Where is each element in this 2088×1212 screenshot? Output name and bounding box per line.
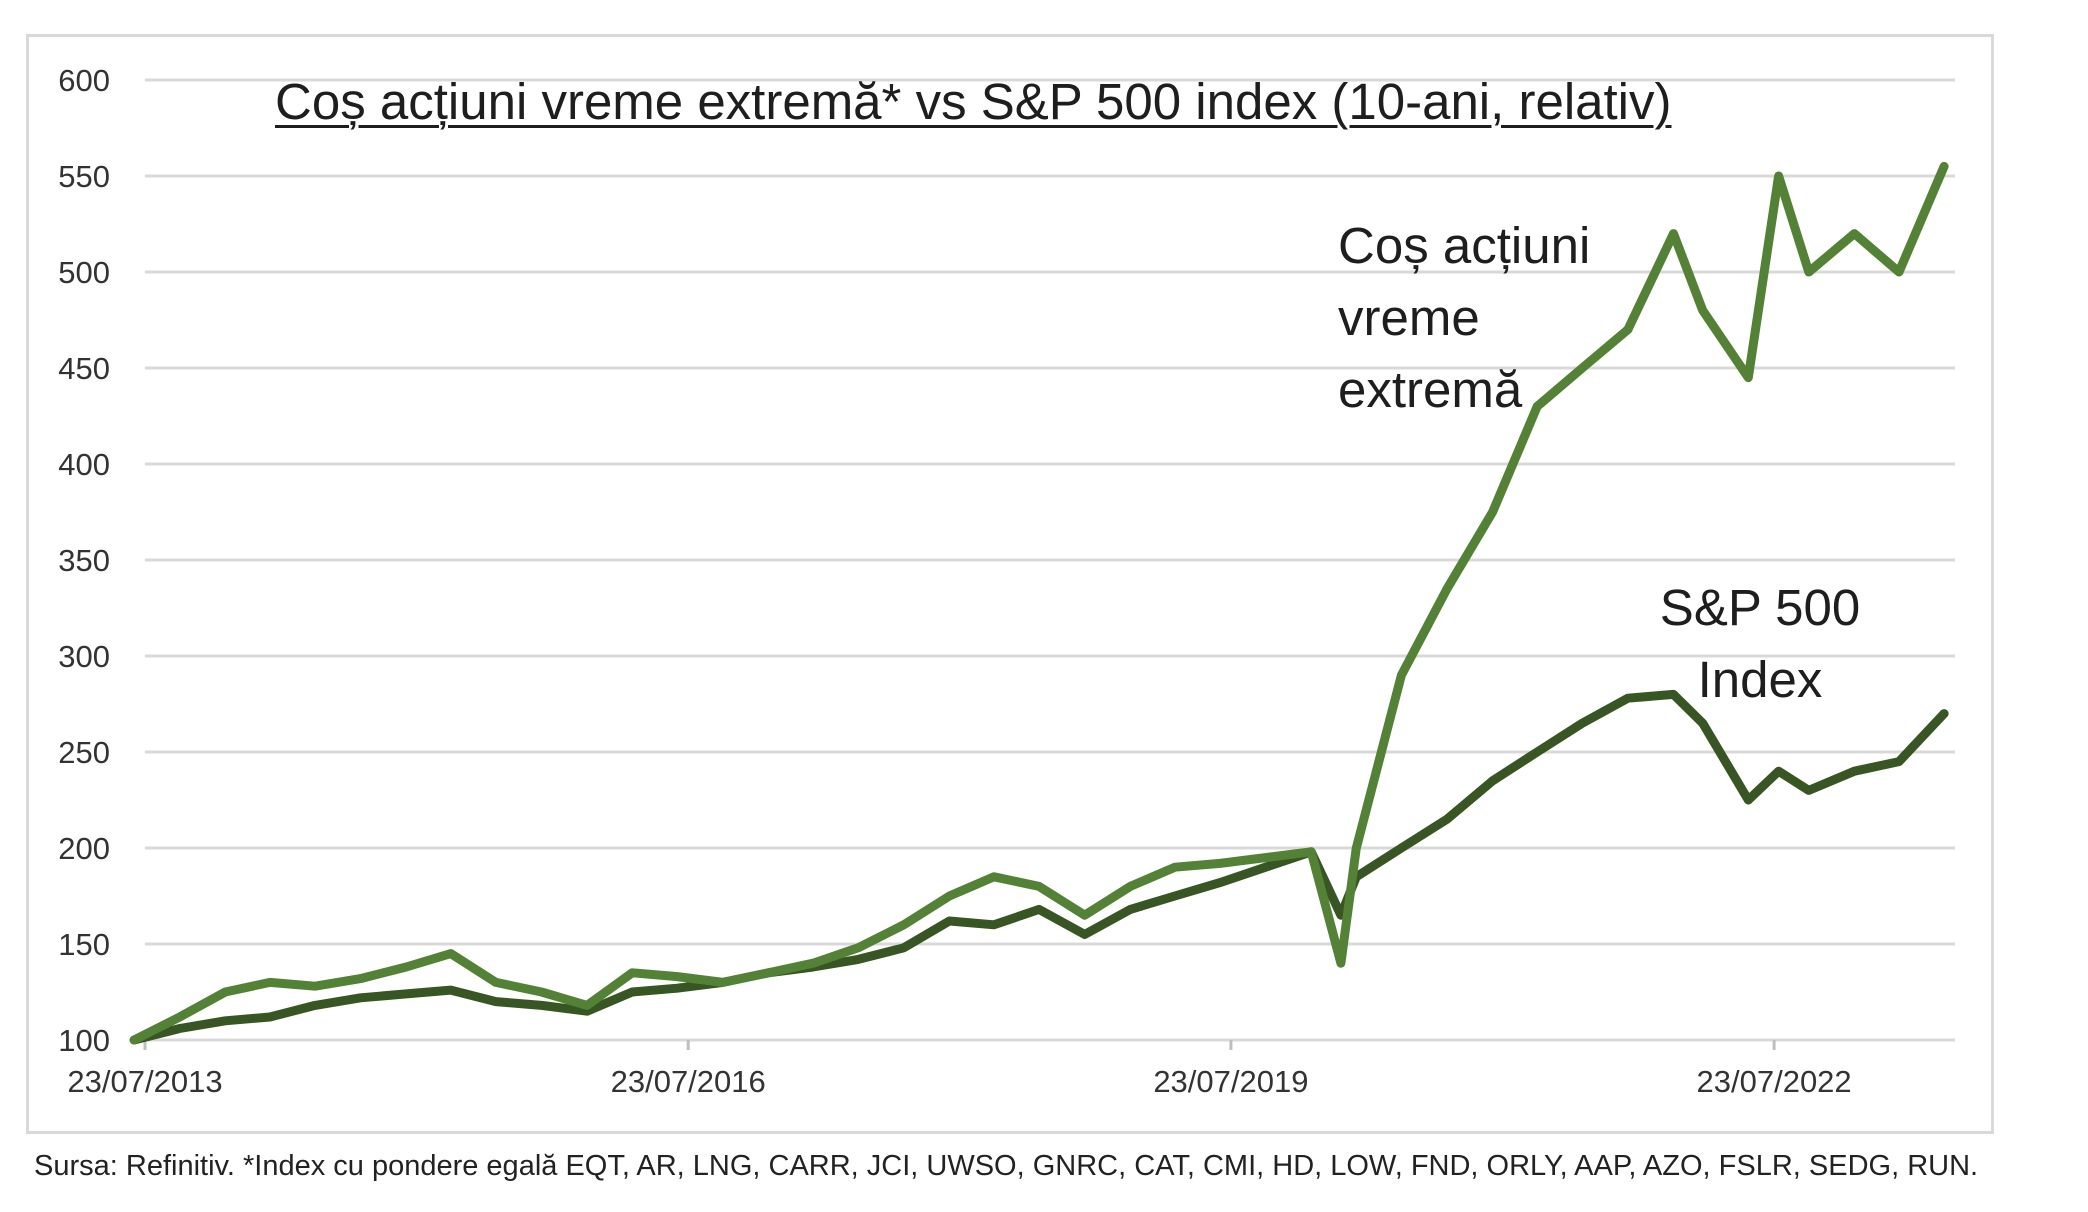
y-tick-label: 400 (58, 447, 110, 482)
series-label-basket: Coș acțiuni vreme extremă (1338, 217, 1591, 418)
chart-frame (26, 34, 1994, 1134)
x-tick-label: 23/07/2019 (1153, 1064, 1308, 1099)
chart-plot: 100 150 200 250 300 350 400 450 500 550 600 23/07/… (58, 63, 1955, 1099)
series-label-sp500: S&P 500 Index (1659, 579, 1861, 708)
y-tick-label: 250 (58, 735, 110, 770)
y-tick-label: 600 (58, 63, 110, 98)
y-tick-label: 300 (58, 639, 110, 674)
y-tick-label: 100 (58, 1023, 110, 1058)
y-tick-label: 450 (58, 351, 110, 386)
y-tick-label: 500 (58, 255, 110, 290)
series-line-basket (129, 161, 1949, 1045)
x-tick-label: 23/07/2013 (67, 1064, 222, 1099)
y-axis-ticks: 100 150 200 250 300 350 400 450 500 550 600 (58, 63, 110, 1058)
y-tick-label: 150 (58, 927, 110, 962)
chart-title: Coș acțiuni vreme extremă* vs S&P 500 in… (275, 73, 1672, 130)
x-axis-ticks: 23/07/2013 23/07/2016 23/07/2019 23/07/2022 (67, 1040, 1852, 1099)
y-tick-label: 350 (58, 543, 110, 578)
y-tick-label: 200 (58, 831, 110, 866)
x-tick-label: 23/07/2022 (1697, 1064, 1852, 1099)
series-lines (129, 161, 1949, 1045)
gridlines (145, 78, 1955, 1042)
series-line-sp500 (129, 689, 1949, 1045)
source-note: Sursa: Refinitiv. *Index cu pondere egal… (34, 1150, 1979, 1182)
y-tick-label: 550 (58, 159, 110, 194)
x-tick-label: 23/07/2016 (611, 1064, 766, 1099)
